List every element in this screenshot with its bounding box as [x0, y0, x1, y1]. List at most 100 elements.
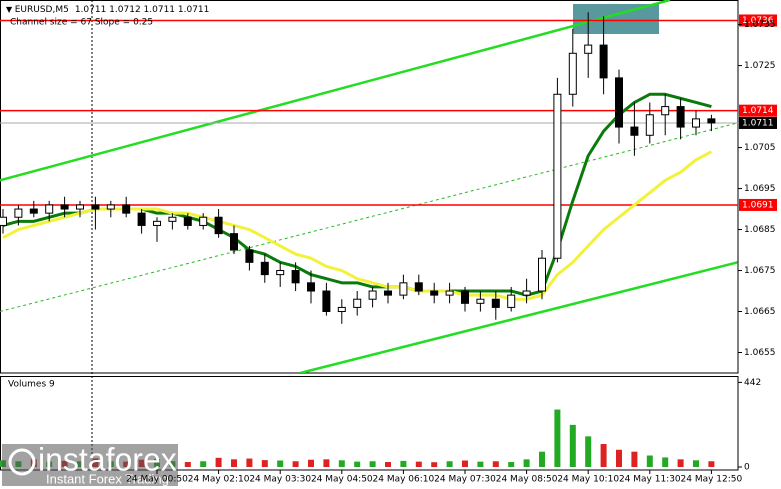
candle-body: [276, 270, 285, 276]
volume-bar: [246, 458, 253, 467]
volume-bar: [277, 460, 284, 467]
candle-body: [14, 208, 23, 218]
volume-bar: [616, 449, 622, 467]
candle-body: [122, 204, 131, 214]
volume-bar: [662, 457, 669, 467]
candle-body: [353, 298, 362, 308]
candle-body: [245, 249, 254, 263]
candle-body: [0, 216, 7, 226]
volume-bar: [308, 459, 314, 467]
volume-bar: [431, 462, 438, 467]
candle-body: [568, 52, 577, 95]
candle-body: [337, 306, 346, 313]
candle-body: [522, 290, 531, 296]
volume-bar: [693, 460, 699, 467]
volume-bar: [446, 461, 453, 467]
candle-body: [707, 118, 716, 124]
level-label-bg: [739, 104, 777, 117]
x-tick-label: 24 May 04:50: [311, 475, 373, 485]
volume-bar: [385, 462, 391, 467]
volume-bar: [261, 460, 268, 467]
indicator-label: Channel size = 67 Slope = 0.25: [10, 18, 153, 28]
level-label-bg: [739, 14, 777, 27]
candle-body: [214, 216, 223, 235]
candle-body: [445, 290, 454, 296]
candle-body: [430, 290, 439, 296]
volume-bar: [338, 460, 345, 467]
main-pane: [0, 0, 739, 374]
candle-body: [630, 126, 639, 136]
candle-body: [645, 114, 654, 136]
channel-line: [0, 0, 671, 182]
channel-line: [299, 261, 738, 373]
candle-body: [45, 204, 54, 214]
x-tick-label: 24 May 06:10: [373, 475, 435, 485]
candle-body: [553, 93, 562, 259]
volume-bar: [585, 436, 592, 467]
watermark-tagline: Instant Forex Trading: [46, 471, 169, 486]
y-tick-label: 1.0675: [744, 266, 776, 276]
y-tick-label: 1.0705: [744, 143, 776, 153]
volume-bar: [569, 424, 576, 467]
watermark-bg: [2, 444, 178, 486]
volume-bar: [523, 459, 530, 467]
x-tick-label: 24 May 11:30: [619, 475, 681, 485]
candle-body: [322, 290, 331, 313]
candle-body: [384, 290, 392, 296]
candle-body: [199, 216, 208, 226]
volume-bar: [415, 461, 422, 467]
candle-body: [291, 270, 300, 284]
candle-body: [414, 282, 423, 292]
candle-body: [183, 216, 192, 226]
volume-tick-label: 0: [744, 463, 750, 473]
candle-body: [137, 212, 146, 226]
highlight-box: [573, 4, 659, 34]
level-label: 1.0691: [742, 200, 774, 210]
y-tick-label: 1.0735: [744, 20, 776, 30]
y-tick-label: 1.0685: [744, 225, 776, 235]
ohlc-text: 1.0711 1.0712 1.0711 1.0711: [75, 5, 210, 15]
volume-bar: [539, 451, 545, 467]
x-tick-label: 24 May 02:10: [188, 475, 250, 485]
watermark: instaforex Instant Forex Trading: [2, 441, 178, 486]
candle-body: [615, 77, 623, 128]
volume-bar: [477, 461, 484, 467]
candle-body: [60, 204, 69, 210]
volume-bar: [677, 459, 684, 467]
y-tick-label: 1.0695: [744, 184, 776, 194]
volume-tick-label: 442: [744, 378, 761, 388]
volume-bar: [554, 409, 561, 467]
candle-body: [476, 298, 485, 304]
volume-bar: [646, 455, 653, 467]
candle-body: [661, 106, 670, 116]
candle-body: [91, 204, 100, 210]
x-tick-label: 24 May 08:50: [496, 475, 558, 485]
candle-body: [538, 257, 546, 292]
volume-bar: [600, 444, 607, 467]
moving-average: [2, 150, 713, 301]
x-tick-label: 24 May 10:10: [557, 475, 619, 485]
volume-bar: [492, 461, 499, 467]
chart-header: ▼ EURUSD,M5 1.0711 1.0712 1.0711 1.0711: [6, 5, 209, 15]
x-tick-label: 24 May 03:30: [249, 475, 311, 485]
volume-bar: [369, 461, 376, 467]
candle-body: [399, 282, 408, 296]
level-label: 1.0711: [742, 118, 774, 128]
watermark-brand: instaforex: [38, 441, 177, 477]
candle-body: [461, 290, 469, 304]
volume-bar: [631, 451, 638, 467]
volume-title: Volumes 9: [8, 380, 55, 390]
candle-body: [307, 282, 315, 292]
volume-bar: [215, 457, 222, 467]
volume-bar: [708, 461, 715, 467]
candle-body: [106, 204, 115, 210]
volume-bar: [400, 460, 407, 467]
y-tick-label: 1.0725: [744, 61, 776, 71]
candle-body: [584, 44, 593, 54]
watermark-icon: [8, 448, 36, 476]
level-label: 1.0714: [742, 106, 774, 116]
y-tick-label: 1.0655: [744, 348, 776, 358]
candle-body: [76, 204, 84, 210]
volume-bar: [354, 461, 361, 467]
